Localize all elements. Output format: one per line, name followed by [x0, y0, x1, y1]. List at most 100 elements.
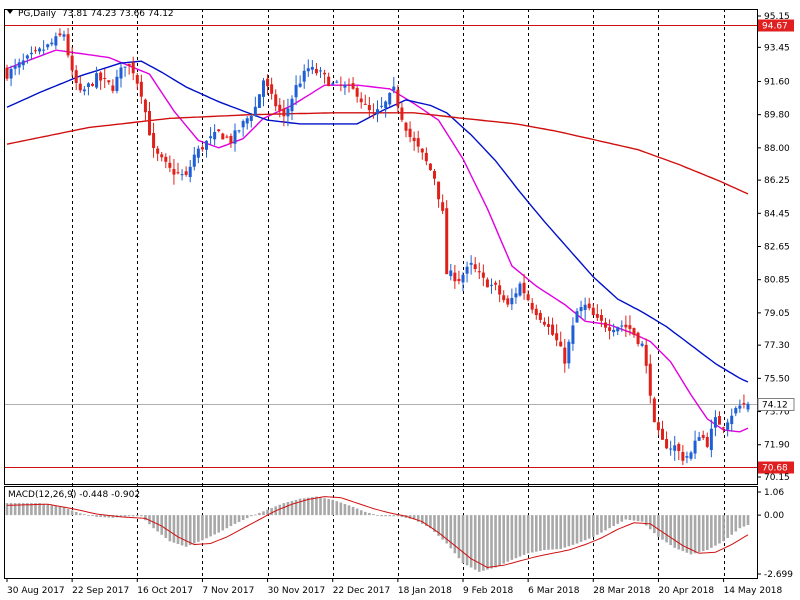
macd-histogram-bar: [697, 515, 701, 553]
macd-histogram-bar: [518, 515, 522, 557]
candle-body: [555, 333, 559, 341]
candle-body: [644, 344, 648, 366]
macd-histogram-bar: [30, 503, 33, 516]
candle-body: [510, 298, 514, 305]
macd-histogram-bar: [294, 499, 298, 516]
candle-body: [237, 130, 241, 132]
candle-body: [669, 448, 673, 450]
candle-body: [143, 99, 147, 113]
candle-body: [66, 34, 70, 56]
candle-body: [99, 72, 103, 81]
macd-histogram-bar: [327, 499, 330, 516]
candle-body: [595, 314, 599, 318]
candle-body: [123, 66, 127, 68]
candle-body: [331, 83, 335, 85]
candle-body: [746, 403, 750, 410]
horizontal-levels: [4, 25, 757, 468]
macd-histogram-bar: [9, 503, 13, 516]
macd-histogram-bar: [213, 515, 216, 535]
candle-body: [473, 264, 477, 270]
candle-body: [270, 84, 274, 94]
macd-histogram-bar: [192, 515, 196, 544]
candle-body: [13, 65, 17, 69]
candle-body: [526, 294, 530, 301]
candle-body: [21, 60, 25, 66]
macd-histogram-bar: [62, 507, 66, 516]
macd-histogram-bar: [197, 515, 200, 542]
candle-body: [160, 154, 164, 158]
price-tick-label: 80.85: [764, 276, 790, 286]
price-tick-label: 71.90: [764, 441, 790, 451]
macd-histogram-bar: [412, 515, 416, 520]
candle-body: [38, 48, 42, 52]
macd-histogram-bar: [726, 515, 729, 539]
candle-body: [253, 106, 257, 116]
candle-body: [689, 452, 693, 459]
candle-body: [400, 107, 404, 120]
candle-body: [445, 208, 449, 275]
time-tick-label: 28 Mar 2018: [593, 586, 650, 596]
macd-histogram-bar: [657, 515, 660, 537]
macd-histogram-bar: [392, 515, 396, 517]
candle-body: [416, 138, 420, 147]
macd-histogram-bar: [343, 503, 347, 516]
macd-histogram-bar: [579, 515, 583, 542]
macd-histogram-bar: [127, 515, 131, 517]
macd-histogram-bar: [355, 508, 359, 516]
candle-body: [612, 329, 616, 333]
macd-histogram-bar: [441, 515, 444, 540]
macd-histogram-bar: [140, 515, 143, 517]
candle-body: [355, 88, 359, 97]
candle-body: [652, 398, 656, 423]
candle-body: [103, 77, 107, 79]
candle-body: [551, 324, 555, 335]
candle-body: [677, 443, 681, 452]
candle-body: [534, 308, 538, 316]
macd-histogram-bar: [286, 502, 290, 516]
macd-histogram-bar: [400, 515, 404, 518]
macd-histogram-bar: [530, 515, 534, 553]
macd-histogram-bar: [282, 503, 286, 516]
macd-histogram-bar: [624, 515, 628, 520]
ohlc-label: 73.81 74.23 73.66 74.12: [62, 9, 174, 19]
candle-body: [522, 282, 526, 294]
grid-lines: [72, 9, 725, 578]
candle-body: [681, 452, 685, 461]
candle-body: [730, 415, 734, 425]
symbol-label: PG,Daily: [18, 9, 57, 19]
candle-body: [176, 172, 180, 174]
macd-histogram-bar: [494, 515, 497, 568]
price-tick-label: 86.25: [764, 176, 790, 186]
candle-body: [632, 328, 636, 335]
candle-body: [514, 293, 518, 298]
macd-histogram-bar: [95, 515, 98, 517]
candle-body: [70, 55, 74, 71]
macd-histogram-bar: [249, 515, 253, 517]
candles: [5, 27, 750, 466]
candle-body: [50, 42, 54, 45]
macd-label: MACD(12,26,9) -0.448 -0.902: [8, 490, 140, 500]
macd-histogram-bar: [209, 515, 212, 537]
candle-body: [579, 307, 583, 312]
candle-body: [404, 122, 408, 131]
candle-body: [310, 66, 314, 70]
price-tick-label: 89.80: [764, 111, 790, 121]
macd-histogram-bar: [469, 515, 473, 568]
macd-histogram-bar: [453, 515, 457, 554]
macd-histogram-bar: [148, 515, 151, 525]
macd-histogram-bar: [632, 515, 636, 521]
macd-histogram-bar: [306, 497, 310, 516]
macd-histogram-bar: [221, 515, 225, 531]
candle-body: [58, 33, 62, 36]
candle-body: [152, 132, 156, 149]
macd-histogram-bar: [131, 515, 135, 517]
macd-histogram-bar: [270, 508, 273, 516]
candle-body: [327, 76, 331, 87]
macd-histogram-bar: [486, 515, 489, 570]
macd-histogram-bar: [103, 515, 107, 518]
macd-histogram-bar: [107, 515, 111, 518]
macd-histogram-bar: [477, 515, 481, 572]
candle-body: [392, 86, 396, 91]
candle-body: [34, 50, 37, 52]
